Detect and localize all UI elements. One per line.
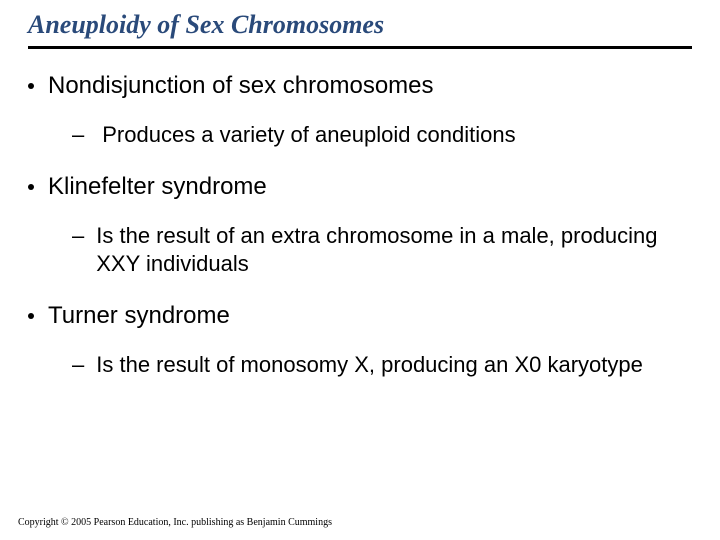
bullet-dot-icon	[28, 313, 34, 319]
sub-bullet-text: Is the result of monosomy X, producing a…	[96, 351, 643, 380]
sub-bullet-item: – Produces a variety of aneuploid condit…	[72, 121, 692, 150]
sub-bullet-item: – Is the result of an extra chromosome i…	[72, 222, 692, 279]
dash-icon: –	[72, 121, 84, 149]
copyright-text: Copyright © 2005 Pearson Education, Inc.…	[18, 517, 332, 528]
bullet-item: Klinefelter syndrome	[28, 172, 692, 202]
dash-icon: –	[72, 222, 84, 250]
slide-title: Aneuploidy of Sex Chromosomes	[28, 10, 692, 49]
bullet-item: Nondisjunction of sex chromosomes	[28, 71, 692, 101]
bullet-dot-icon	[28, 83, 34, 89]
sub-bullet-item: – Is the result of monosomy X, producing…	[72, 351, 692, 380]
slide: Aneuploidy of Sex Chromosomes Nondisjunc…	[0, 0, 720, 540]
sub-bullet-text: Produces a variety of aneuploid conditio…	[102, 121, 515, 150]
bullet-item: Turner syndrome	[28, 301, 692, 331]
bullet-text: Nondisjunction of sex chromosomes	[48, 71, 434, 101]
dash-icon: –	[72, 351, 84, 379]
sub-bullet-text: Is the result of an extra chromosome in …	[96, 222, 666, 279]
bullet-text: Klinefelter syndrome	[48, 172, 267, 202]
bullet-text: Turner syndrome	[48, 301, 230, 331]
bullet-dot-icon	[28, 184, 34, 190]
